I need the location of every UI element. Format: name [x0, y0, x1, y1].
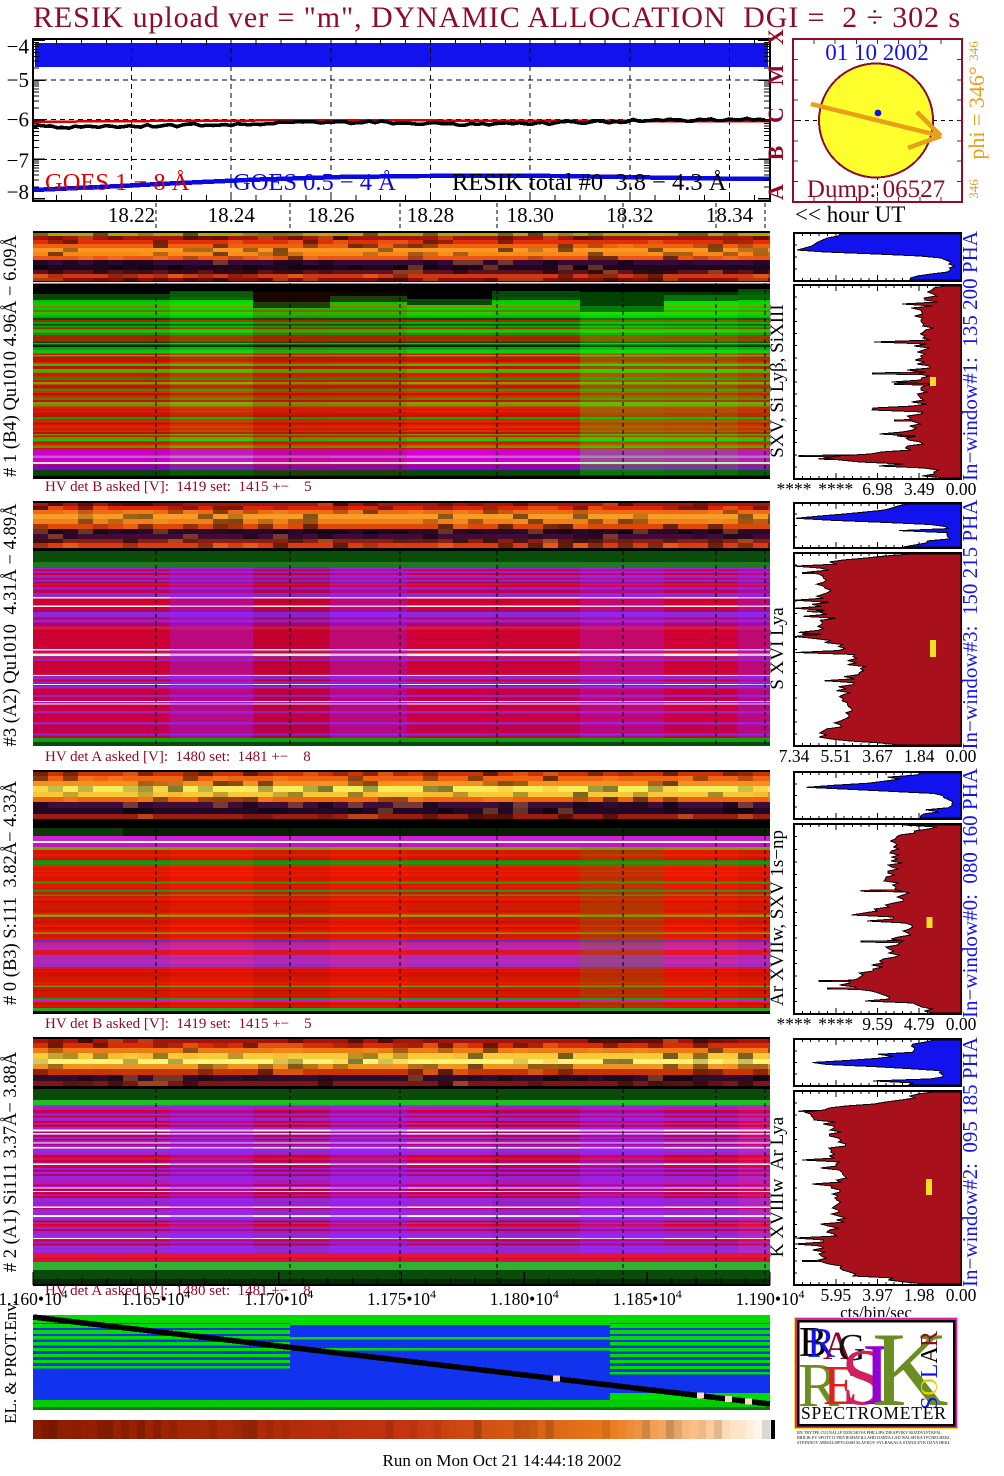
- svg-text:3.49: 3.49: [904, 479, 935, 499]
- svg-text:18.30: 18.30: [507, 203, 554, 227]
- svg-text:X: X: [763, 29, 788, 45]
- svg-text:# 2 (A1) Si111 3.37Å− 3.88Å: # 2 (A1) Si111 3.37Å− 3.88Å: [0, 1051, 21, 1272]
- svg-text:S: S: [917, 1396, 943, 1409]
- svg-text:1.98: 1.98: [904, 1285, 935, 1305]
- svg-text:18.24: 18.24: [208, 203, 256, 227]
- svg-text:5.51: 5.51: [820, 746, 851, 766]
- svg-text:HV det B asked [V]: 1419 set:: HV det B asked [V]: 1419 set: 1415 +− 5: [45, 1016, 312, 1032]
- svg-text:Run on Mon Oct 21 14:44:18 200: Run on Mon Oct 21 14:44:18 2002: [383, 1451, 622, 1470]
- svg-text:−8: −8: [7, 180, 29, 204]
- svg-text:3.67: 3.67: [862, 746, 893, 766]
- svg-text:E: E: [823, 1355, 857, 1417]
- svg-text:346: 346: [966, 179, 981, 199]
- svg-text:1.170•104: 1.170•104: [244, 1287, 313, 1309]
- svg-text:346: 346: [966, 41, 981, 61]
- svg-text:5.95: 5.95: [820, 1285, 851, 1305]
- svg-text:A: A: [763, 184, 788, 200]
- svg-text:R: R: [807, 1321, 835, 1367]
- svg-text:In−window#3: 150 215 PHA: In−window#3: 150 215 PHA: [958, 499, 982, 750]
- svg-text:18.34: 18.34: [706, 203, 754, 227]
- svg-text:L: L: [917, 1364, 943, 1379]
- svg-text:1.160•104: 1.160•104: [0, 1287, 68, 1309]
- svg-text:S XVI Lya: S XVI Lya: [767, 607, 788, 690]
- svg-text:M: M: [763, 64, 788, 85]
- svg-text:SXV, Si Lyβ, SiXIII: SXV, Si Lyβ, SiXIII: [767, 304, 788, 457]
- svg-text:18.22: 18.22: [108, 203, 155, 227]
- svg-text:RESIK total #0 3.8 − 4.3 Å: RESIK total #0 3.8 − 4.3 Å: [452, 169, 727, 196]
- svg-text:#3 (A2) Qu1010 4.31Å − 4.89Å: #3 (A2) Qu1010 4.31Å − 4.89Å: [0, 503, 21, 746]
- svg-text:0.00: 0.00: [946, 479, 977, 499]
- svg-text:A: A: [823, 1323, 852, 1368]
- svg-text:G: G: [838, 1327, 865, 1369]
- svg-text:I: I: [862, 1327, 891, 1424]
- svg-text:1.185•104: 1.185•104: [613, 1287, 682, 1309]
- svg-text:0.00: 0.00: [946, 1014, 977, 1034]
- svg-text:C: C: [763, 107, 788, 123]
- svg-text:GOES 0.5 − 4 Å: GOES 0.5 − 4 Å: [233, 169, 396, 196]
- svg-text:1.175•104: 1.175•104: [367, 1287, 436, 1309]
- svg-text:# 1 (B4) Qu1010 4.96Å − 6.09Å: # 1 (B4) Qu1010 4.96Å − 6.09Å: [0, 235, 21, 477]
- svg-text:Dump: 06527: Dump: 06527: [807, 176, 945, 203]
- svg-text:HV det A asked [V]: 1480 set:: HV det A asked [V]: 1480 set: 1481 +− 8: [45, 749, 311, 765]
- svg-text:1.84: 1.84: [904, 746, 935, 766]
- svg-text:O: O: [917, 1378, 943, 1395]
- svg-text:HV det A asked [V]: 1480 set:: HV det A asked [V]: 1480 set: 1481 +− 8: [45, 1283, 311, 1299]
- svg-text:−7: −7: [7, 149, 29, 173]
- svg-text:****: ****: [777, 479, 812, 499]
- svg-text:18.32: 18.32: [606, 203, 653, 227]
- svg-text:****: ****: [818, 1014, 853, 1034]
- svg-text:0.00: 0.00: [946, 746, 977, 766]
- svg-text:In−window#1: 135 200 PHA: In−window#1: 135 200 PHA: [958, 230, 982, 481]
- svg-text:6.98: 6.98: [862, 479, 893, 499]
- svg-text:K: K: [872, 1311, 949, 1428]
- svg-text:7.34: 7.34: [779, 746, 810, 766]
- svg-text:STEPANOV ARMALISPYLISSH SLAVKO: STEPANOV ARMALISPYLISSH SLAVKOV SYLBAKAL…: [797, 1440, 951, 1445]
- svg-text:3.97: 3.97: [862, 1285, 893, 1305]
- svg-text:0.00: 0.00: [946, 1285, 977, 1305]
- svg-text:K XVIIIw Ar Lya: K XVIIIw Ar Lya: [767, 1116, 788, 1257]
- svg-text:SPECTROMETER: SPECTROMETER: [801, 1403, 947, 1423]
- svg-text:01 10 2002: 01 10 2002: [825, 40, 929, 65]
- svg-text:S: S: [841, 1334, 886, 1422]
- svg-text:phi = 346°: phi = 346°: [964, 66, 989, 159]
- svg-text:In−window#0: 080 160 PHA: In−window#0: 080 160 PHA: [958, 767, 982, 1018]
- svg-text:−4: −4: [7, 35, 30, 59]
- svg-text:4.79: 4.79: [904, 1014, 935, 1034]
- svg-text:RESIK upload ver = "m", DYNAMI: RESIK upload ver = "m", DYNAMIC ALLOCATI…: [33, 1, 961, 34]
- svg-text:In−window#2: 095 185 PHA: In−window#2: 095 185 PHA: [958, 1036, 982, 1287]
- svg-text:1.180•104: 1.180•104: [490, 1287, 559, 1309]
- svg-text:−6: −6: [7, 108, 29, 132]
- svg-text:BRILIK.PV SPOTT II TRIVIESHAVI: BRILIK.PV SPOTT II TRIVIESHAVILLAHD DART…: [797, 1435, 951, 1440]
- svg-text:BN.TRYTPE CULNALLP DZECHOVA PH: BN.TRYTPE CULNALLP DZECHOVA PHILLIPS DIE…: [797, 1430, 942, 1435]
- svg-text:B: B: [799, 1320, 827, 1366]
- svg-text:****: ****: [818, 479, 853, 499]
- svg-text:R: R: [917, 1331, 943, 1347]
- svg-text:R: R: [798, 1352, 840, 1420]
- svg-text:18.28: 18.28: [407, 203, 454, 227]
- svg-text:1.165•104: 1.165•104: [121, 1287, 190, 1309]
- svg-text:A: A: [917, 1346, 943, 1364]
- svg-text:# 0 (B3) S:111 3.82Å− 4.33Å: # 0 (B3) S:111 3.82Å− 4.33Å: [0, 780, 21, 1005]
- svg-text:****: ****: [777, 1014, 812, 1034]
- svg-text:HV det B asked [V]: 1419 set:: HV det B asked [V]: 1419 set: 1415 +− 5: [45, 479, 312, 495]
- svg-text:B: B: [763, 145, 788, 160]
- svg-text:−5: −5: [7, 68, 29, 92]
- svg-text:9.59: 9.59: [862, 1014, 893, 1034]
- svg-text:Ar XVIIw, SXV 1s−np: Ar XVIIw, SXV 1s−np: [767, 830, 788, 1006]
- svg-text:EL. & PROT.Env.: EL. & PROT.Env.: [1, 1300, 20, 1424]
- svg-text:18.26: 18.26: [307, 203, 354, 227]
- svg-text:<< hour UT: << hour UT: [795, 202, 905, 227]
- svg-text:GOES 1 − 8 Å: GOES 1 − 8 Å: [45, 169, 190, 196]
- svg-text:1.190•104: 1.190•104: [735, 1287, 804, 1309]
